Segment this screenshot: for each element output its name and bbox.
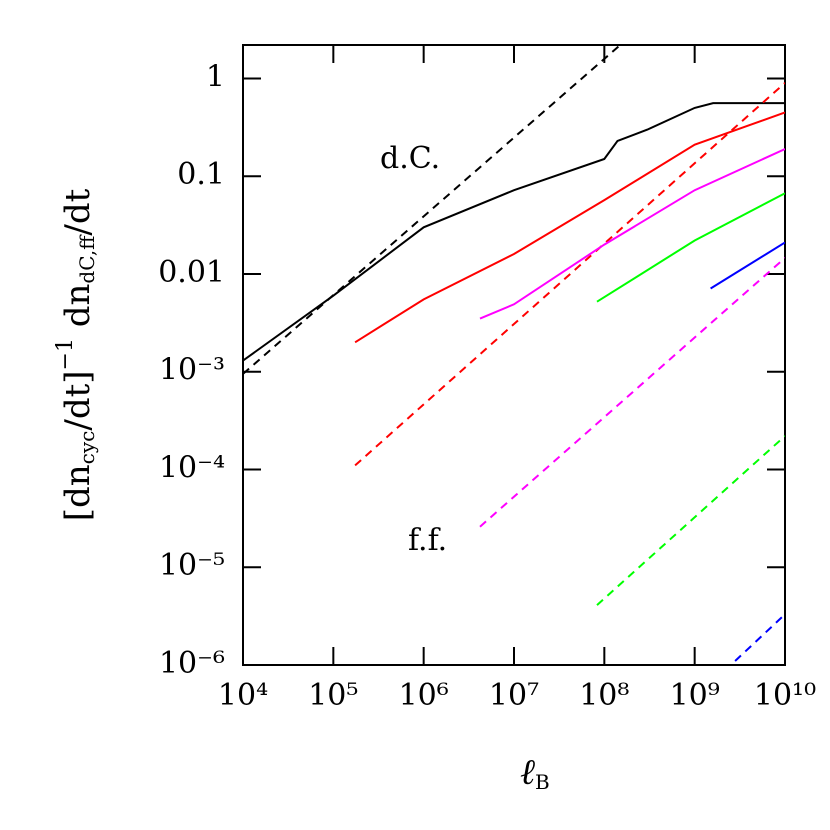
annotation: f.f. — [408, 523, 447, 558]
y-label-part: −1 — [53, 338, 78, 370]
plot-frame — [242, 44, 786, 666]
y-tick-label: 1 — [206, 59, 225, 94]
y-label-part: dC,ff — [75, 234, 99, 284]
y-label-part: /dt] — [58, 370, 98, 430]
x-tick-label: 10⁷ — [489, 678, 539, 713]
x-tick-label: 10⁹ — [670, 678, 720, 713]
line — [596, 435, 785, 606]
line — [243, 102, 785, 362]
y-tick-label: 10⁻⁴ — [159, 450, 225, 485]
y-tick-label: 10⁻³ — [159, 353, 225, 388]
line — [710, 241, 785, 290]
x-tick-label: 10⁸ — [579, 678, 629, 713]
y-label-part: /dt — [58, 188, 98, 235]
y-tick-label: 10⁻⁵ — [159, 548, 225, 583]
line — [734, 613, 785, 662]
annotation: d.C. — [380, 141, 440, 176]
x-tick-label: 10⁴ — [218, 678, 268, 713]
x-tick-label: 10⁶ — [399, 678, 449, 713]
x-tick-label: 10¹⁰ — [754, 678, 816, 713]
y-tick-label: 0.1 — [177, 157, 225, 192]
plot-area — [243, 45, 785, 662]
line — [596, 192, 785, 303]
line — [479, 257, 785, 528]
line — [243, 45, 621, 375]
y-axis-label: [dncyc/dt]−1 dndC,ff/dt — [53, 188, 99, 521]
y-tick-label: 10⁻⁶ — [159, 646, 225, 681]
line — [354, 82, 785, 467]
y-label-part: [dn — [58, 464, 98, 521]
line — [479, 148, 785, 320]
y-label-part: cyc — [75, 431, 99, 465]
y-label-part: dn — [58, 284, 98, 338]
x-axis-label: ℓB — [520, 752, 550, 794]
y-tick-label: 0.01 — [158, 255, 225, 290]
line — [354, 111, 785, 344]
x-label-part: B — [535, 770, 550, 794]
x-label-part: ℓ — [520, 752, 535, 793]
x-tick-label: 10⁵ — [308, 678, 358, 713]
